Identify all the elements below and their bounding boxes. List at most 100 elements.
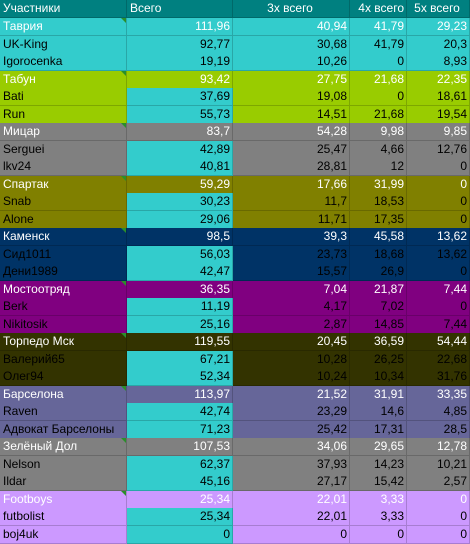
total-5x-cell[interactable]: 31,76 <box>407 368 470 386</box>
total-4x-cell[interactable]: 41,79 <box>350 36 407 54</box>
total-3x-cell[interactable]: 17,66 <box>233 176 350 194</box>
total-5x-cell[interactable]: 7,44 <box>407 281 470 299</box>
total-5x-cell[interactable]: 0 <box>407 158 470 176</box>
name-cell[interactable]: Валерий65 <box>0 351 127 369</box>
name-cell[interactable]: Мостоотряд <box>0 281 127 299</box>
total-cell[interactable]: 19,19 <box>127 53 233 71</box>
total-5x-cell[interactable]: 0 <box>407 176 470 194</box>
total-cell[interactable]: 36,35 <box>127 281 233 299</box>
total-3x-cell[interactable]: 11,7 <box>233 193 350 211</box>
total-cell[interactable]: 83,7 <box>127 123 233 141</box>
header-participants[interactable]: Участники <box>0 0 127 18</box>
name-cell[interactable]: boj4uk <box>0 526 127 544</box>
total-3x-cell[interactable]: 39,3 <box>233 228 350 246</box>
total-3x-cell[interactable]: 25,42 <box>233 421 350 439</box>
name-cell[interactable]: Сид1011 <box>0 246 127 264</box>
total-5x-cell[interactable]: 12,78 <box>407 438 470 456</box>
total-cell[interactable]: 42,89 <box>127 141 233 159</box>
total-4x-cell[interactable]: 10,34 <box>350 368 407 386</box>
total-cell[interactable]: 30,23 <box>127 193 233 211</box>
total-cell[interactable]: 40,81 <box>127 158 233 176</box>
total-3x-cell[interactable]: 27,17 <box>233 473 350 491</box>
total-3x-cell[interactable]: 37,93 <box>233 456 350 474</box>
name-cell[interactable]: Табун <box>0 71 127 89</box>
total-cell[interactable]: 119,55 <box>127 333 233 351</box>
name-cell[interactable]: Адвокат Барселоны <box>0 421 127 439</box>
name-cell[interactable]: Мицар <box>0 123 127 141</box>
total-4x-cell[interactable]: 12 <box>350 158 407 176</box>
name-cell[interactable]: Alone <box>0 211 127 229</box>
total-3x-cell[interactable]: 15,57 <box>233 263 350 281</box>
total-5x-cell[interactable]: 7,44 <box>407 316 470 334</box>
name-cell[interactable]: Торпедо Мск <box>0 333 127 351</box>
total-4x-cell[interactable]: 26,25 <box>350 351 407 369</box>
total-4x-cell[interactable]: 41,79 <box>350 18 407 36</box>
name-cell[interactable]: UK-King <box>0 36 127 54</box>
header-3x-total[interactable]: 3х всего <box>233 0 350 18</box>
total-5x-cell[interactable]: 19,54 <box>407 106 470 124</box>
total-5x-cell[interactable]: 0 <box>407 491 470 509</box>
total-5x-cell[interactable]: 2,57 <box>407 473 470 491</box>
name-cell[interactable]: Таврия <box>0 18 127 36</box>
name-cell[interactable]: Ildar <box>0 473 127 491</box>
name-cell[interactable]: futbolist <box>0 508 127 526</box>
total-4x-cell[interactable]: 14,85 <box>350 316 407 334</box>
name-cell[interactable]: Bati <box>0 88 127 106</box>
total-5x-cell[interactable]: 22,35 <box>407 71 470 89</box>
total-cell[interactable]: 37,69 <box>127 88 233 106</box>
total-4x-cell[interactable]: 31,99 <box>350 176 407 194</box>
total-4x-cell[interactable]: 21,68 <box>350 71 407 89</box>
name-cell[interactable]: Спартак <box>0 176 127 194</box>
total-cell[interactable]: 92,77 <box>127 36 233 54</box>
total-5x-cell[interactable]: 0 <box>407 298 470 316</box>
total-cell[interactable]: 111,96 <box>127 18 233 36</box>
total-3x-cell[interactable]: 4,17 <box>233 298 350 316</box>
total-4x-cell[interactable]: 0 <box>350 88 407 106</box>
total-cell[interactable]: 52,34 <box>127 368 233 386</box>
total-3x-cell[interactable]: 22,01 <box>233 491 350 509</box>
total-5x-cell[interactable]: 54,44 <box>407 333 470 351</box>
total-5x-cell[interactable]: 33,35 <box>407 386 470 404</box>
total-cell[interactable]: 59,29 <box>127 176 233 194</box>
header-5x-total[interactable]: 5х всего <box>407 0 470 18</box>
total-4x-cell[interactable]: 3,33 <box>350 508 407 526</box>
total-5x-cell[interactable]: 0 <box>407 526 470 544</box>
name-cell[interactable]: Igorocenka <box>0 53 127 71</box>
total-5x-cell[interactable]: 8,93 <box>407 53 470 71</box>
total-5x-cell[interactable]: 13,62 <box>407 246 470 264</box>
total-cell[interactable]: 56,03 <box>127 246 233 264</box>
total-3x-cell[interactable]: 30,68 <box>233 36 350 54</box>
total-4x-cell[interactable]: 3,33 <box>350 491 407 509</box>
total-3x-cell[interactable]: 10,26 <box>233 53 350 71</box>
total-3x-cell[interactable]: 10,28 <box>233 351 350 369</box>
name-cell[interactable]: Footboys <box>0 491 127 509</box>
total-3x-cell[interactable]: 27,75 <box>233 71 350 89</box>
total-cell[interactable]: 25,16 <box>127 316 233 334</box>
total-3x-cell[interactable]: 10,24 <box>233 368 350 386</box>
total-cell[interactable]: 11,19 <box>127 298 233 316</box>
total-4x-cell[interactable]: 17,35 <box>350 211 407 229</box>
total-4x-cell[interactable]: 31,91 <box>350 386 407 404</box>
total-4x-cell[interactable]: 15,42 <box>350 473 407 491</box>
name-cell[interactable]: Snab <box>0 193 127 211</box>
name-cell[interactable]: Serguei <box>0 141 127 159</box>
total-4x-cell[interactable]: 14,23 <box>350 456 407 474</box>
total-5x-cell[interactable]: 12,76 <box>407 141 470 159</box>
total-cell[interactable]: 29,06 <box>127 211 233 229</box>
header-total[interactable]: Всего <box>127 0 233 18</box>
name-cell[interactable]: Дени1989 <box>0 263 127 281</box>
total-cell[interactable]: 93,42 <box>127 71 233 89</box>
total-5x-cell[interactable]: 28,5 <box>407 421 470 439</box>
total-cell[interactable]: 98,5 <box>127 228 233 246</box>
total-3x-cell[interactable]: 21,52 <box>233 386 350 404</box>
total-cell[interactable]: 42,74 <box>127 403 233 421</box>
total-4x-cell[interactable]: 14,6 <box>350 403 407 421</box>
total-4x-cell[interactable]: 29,65 <box>350 438 407 456</box>
name-cell[interactable]: Raven <box>0 403 127 421</box>
total-5x-cell[interactable]: 0 <box>407 508 470 526</box>
total-cell[interactable]: 42,47 <box>127 263 233 281</box>
total-4x-cell[interactable]: 9,98 <box>350 123 407 141</box>
total-3x-cell[interactable]: 25,47 <box>233 141 350 159</box>
total-5x-cell[interactable]: 13,62 <box>407 228 470 246</box>
total-3x-cell[interactable]: 2,87 <box>233 316 350 334</box>
